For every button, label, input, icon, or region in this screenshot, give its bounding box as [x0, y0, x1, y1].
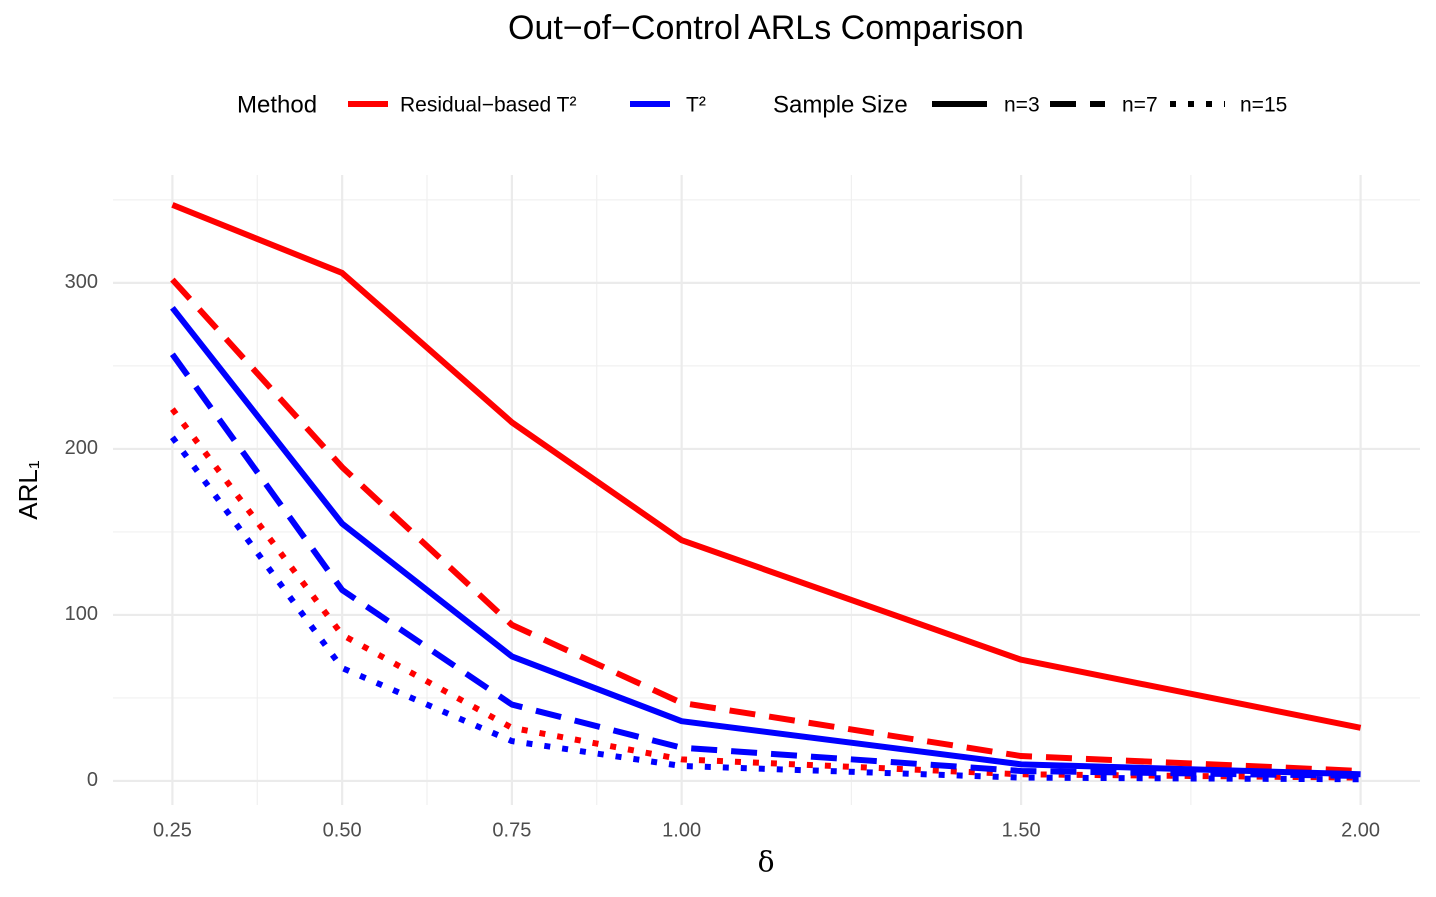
x-tick-label: 2.00	[1341, 819, 1380, 841]
series-line	[170, 277, 1361, 774]
y-tick-label: 100	[65, 603, 98, 625]
series-line	[169, 352, 1361, 779]
x-tick-label: 0.50	[323, 819, 362, 841]
series-line	[169, 435, 1361, 783]
y-tick-label: 300	[65, 271, 98, 293]
legend-label: T²	[686, 94, 706, 117]
y-tick-label: 200	[65, 437, 98, 459]
x-tick-label: 1.00	[662, 819, 701, 841]
x-tick-label: 0.25	[153, 819, 192, 841]
x-tick-label: 1.50	[1002, 819, 1041, 841]
series-line	[170, 407, 1361, 781]
series-line	[171, 202, 1362, 731]
y-tick-label: 0	[87, 769, 98, 791]
y-axis-label: ARL₁	[13, 460, 43, 520]
legend-label: n=3	[1004, 94, 1040, 117]
legend-label: Residual−based T²	[400, 94, 576, 117]
chart-title: Out−of−Control ARLs Comparison	[508, 9, 1024, 47]
legend-label: n=7	[1122, 94, 1158, 117]
x-axis-label: δ	[758, 846, 775, 879]
legend-label: n=15	[1240, 94, 1287, 117]
x-tick-label: 0.75	[492, 819, 531, 841]
series-line	[170, 305, 1361, 778]
legend-title: Method	[237, 91, 317, 118]
legend-title: Sample Size	[773, 91, 908, 118]
